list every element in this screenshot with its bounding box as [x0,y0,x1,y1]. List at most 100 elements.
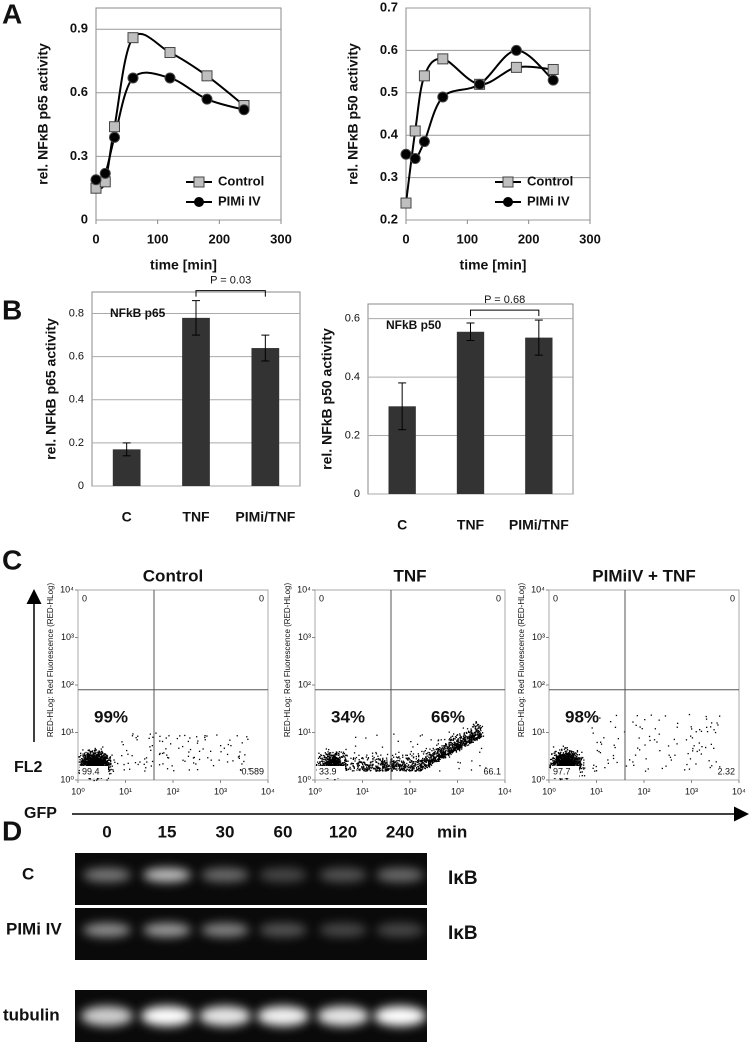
event-dot [101,751,103,753]
event-dot [108,762,110,764]
event-dot [705,718,708,720]
event-dot [367,765,370,768]
event-dot [391,765,394,767]
event-dot [555,755,558,757]
event-dot [448,754,450,756]
event-dot [423,758,426,760]
event-dot [109,766,112,768]
plot-title: TNF [393,566,426,585]
event-dot [325,757,327,759]
event-dot [332,762,335,764]
event-dot [82,749,84,751]
event-dot [589,714,591,716]
event-dot [79,758,81,761]
event-dot [366,770,368,772]
event-dot [450,753,452,756]
event-dot [581,756,583,759]
event-dot [430,760,432,762]
event-dot [339,761,341,763]
event-dot [408,761,411,763]
event-dot [461,746,463,748]
event-dot [437,748,440,750]
event-dot [463,744,465,746]
event-dot [372,760,374,762]
event-dot [244,754,246,756]
event-dot [570,750,572,752]
event-dot [428,754,430,756]
event-dot [569,750,571,753]
event-dot [461,739,463,742]
event-dot [315,764,318,766]
event-dot [461,742,463,744]
event-dot [149,733,151,735]
event-dot [394,767,396,769]
event-dot [431,759,433,761]
event-dot [109,764,111,766]
event-dot [567,756,569,758]
event-dot [397,759,399,762]
event-dot [578,775,580,777]
event-dot [418,763,420,765]
event-dot [378,759,380,761]
event-dot [559,764,561,766]
event-dot [184,760,186,762]
event-dot [473,731,476,734]
significance-bracket [470,309,540,317]
event-dot [582,767,584,769]
event-dot [454,746,457,749]
event-dot [578,765,580,767]
event-dot [88,763,91,765]
event-dot [352,758,355,760]
event-dot [575,756,577,758]
event-dot [563,761,565,764]
event-dot [565,756,567,758]
event-dot [362,767,364,769]
event-dot [84,764,87,766]
event-dot [558,758,560,761]
quadrant-count: 2.32 [717,766,735,776]
gel-strip [75,908,427,960]
quadrant-count: 0 [730,593,735,603]
event-dot [391,768,393,770]
event-dot [325,753,327,756]
event-dot [370,769,372,771]
event-dot [371,755,374,757]
event-dot [641,728,643,730]
event-dot [376,758,378,760]
event-dot [391,770,393,772]
event-dot [166,768,169,770]
event-dot [403,765,406,767]
y-tick-label: 0.7 [380,0,398,14]
x-tick-label: 0 [402,231,409,246]
event-dot [438,760,440,762]
event-dot [350,757,352,759]
event-dot [430,754,432,756]
event-dot [318,752,320,754]
gel-band [81,1006,133,1026]
event-dot [87,760,90,762]
event-dot [328,760,330,762]
event-dot [416,766,418,769]
event-dot [365,769,367,771]
event-dot [447,753,449,755]
event-dot [334,754,337,756]
plot-area [548,589,740,781]
event-dot [464,735,467,737]
event-dot [85,756,87,759]
event-dot [400,764,402,767]
event-dot [573,758,575,760]
event-dot [445,747,447,749]
event-dot [579,758,581,760]
event-dot [89,757,91,759]
event-dot [432,762,434,764]
event-dot [571,759,573,761]
event-dot [322,754,324,757]
event-dot [114,761,116,763]
event-dot [317,757,320,759]
x-tick-label: 10¹ [590,786,603,796]
event-dot [566,749,569,751]
event-dot [424,759,426,761]
event-dot [380,760,383,763]
event-dot [579,762,582,764]
event-dot [562,754,565,757]
